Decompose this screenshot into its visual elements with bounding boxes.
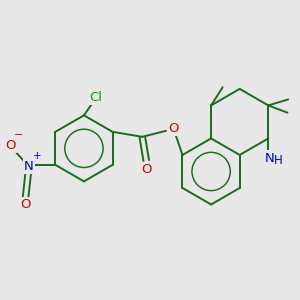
Text: Cl: Cl: [89, 91, 102, 104]
Text: H: H: [274, 154, 283, 167]
Text: O: O: [141, 163, 152, 176]
Text: −: −: [14, 130, 24, 140]
Text: N: N: [265, 152, 275, 165]
Text: N: N: [24, 160, 34, 173]
Text: O: O: [20, 198, 31, 211]
Text: O: O: [5, 139, 16, 152]
Text: O: O: [168, 122, 178, 135]
Text: +: +: [33, 151, 41, 161]
